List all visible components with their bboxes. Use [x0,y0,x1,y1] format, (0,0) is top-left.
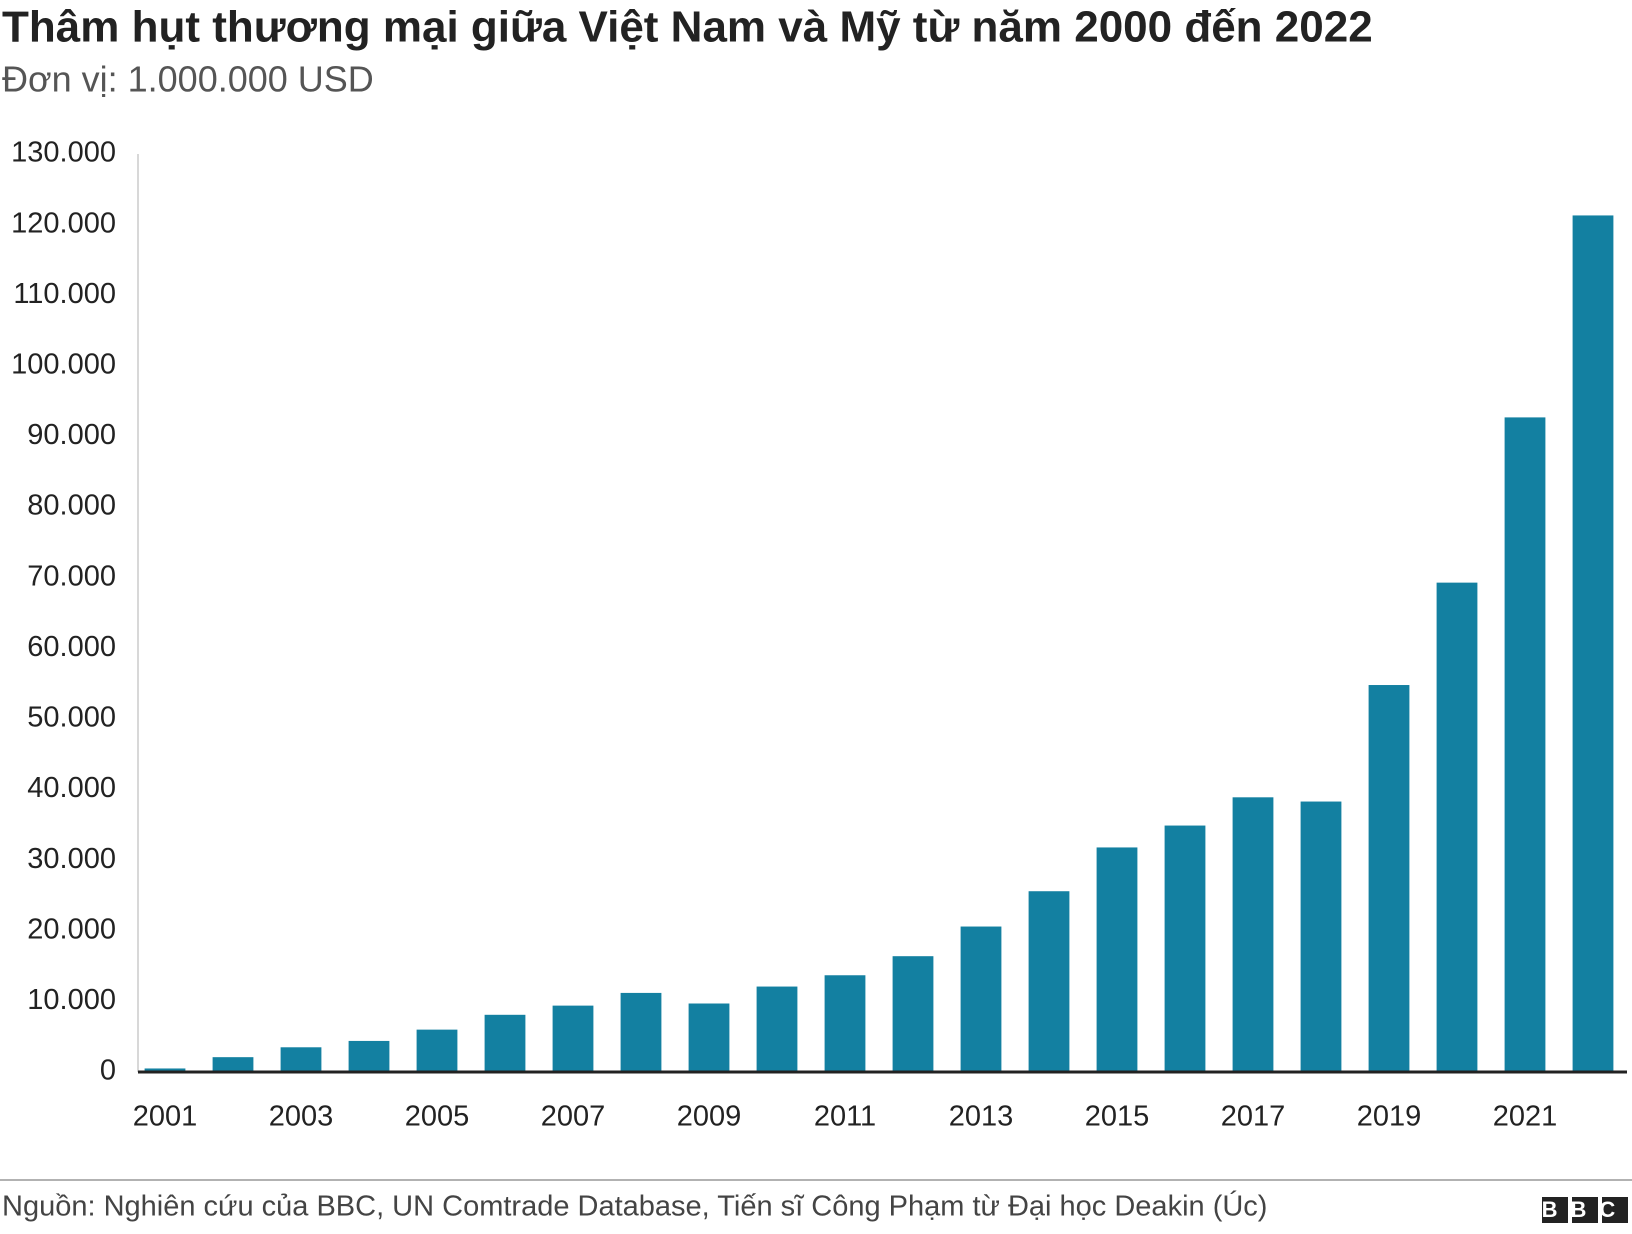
y-tick-label: 80.000 [27,490,116,522]
bar [552,1005,594,1072]
y-tick-label: 60.000 [27,631,116,663]
y-tick-label: 20.000 [27,913,116,945]
x-tick-label: 2019 [1357,1101,1422,1133]
y-tick-label: 30.000 [27,843,116,875]
bar [1300,801,1342,1072]
y-tick-label: 40.000 [27,772,116,804]
chart-subtitle: Đơn vị: 1.000.000 USD [2,59,374,100]
logo-text: BBC [1542,1197,1629,1222]
bar [484,1014,526,1072]
source-note: Nguồn: Nghiên cứu của BBC, UN Comtrade D… [2,1190,1267,1223]
x-tick-label: 2013 [949,1101,1014,1133]
bar [960,926,1002,1072]
bar [280,1047,322,1072]
bar [1436,582,1478,1072]
y-tick-label: 50.000 [27,702,116,734]
x-tick-label: 2007 [541,1101,606,1133]
x-tick-label: 2011 [814,1101,876,1133]
bar [620,992,662,1072]
bar [416,1029,458,1072]
x-tick-label: 2001 [133,1101,198,1133]
bar [1096,847,1138,1072]
bar [348,1040,390,1072]
bar [1368,685,1410,1072]
bar [892,956,934,1072]
y-tick-label: 120.000 [11,207,116,239]
bar [756,986,798,1072]
bar [1232,797,1274,1072]
y-tick-label: 10.000 [27,984,116,1016]
bar [1028,891,1070,1072]
x-tick-label: 2005 [405,1101,470,1133]
logo-block [1542,1197,1568,1223]
x-tick-label: 2017 [1221,1101,1286,1133]
bar [824,975,866,1072]
y-tick-label: 70.000 [27,560,116,592]
bar [212,1057,254,1072]
x-tick-label: 2003 [269,1101,334,1133]
x-tick-label: 2009 [677,1101,742,1133]
bar [1504,417,1546,1072]
bar [1572,215,1614,1073]
logo-block [1572,1197,1598,1223]
bar [1164,825,1206,1072]
x-tick-label: 2015 [1085,1101,1150,1133]
bar [688,1003,730,1072]
chart-title: Thâm hụt thương mại giữa Việt Nam và Mỹ … [2,3,1373,52]
x-tick-label: 2021 [1493,1101,1558,1133]
y-tick-label: 100.000 [11,349,116,381]
y-tick-label: 110.000 [13,278,116,310]
y-tick-label: 130.000 [11,137,116,169]
y-tick-label: 0 [100,1055,116,1087]
logo: BBC [1542,1197,1629,1223]
logo-block [1602,1197,1628,1223]
bar [144,1068,186,1072]
y-tick-label: 90.000 [27,419,116,451]
